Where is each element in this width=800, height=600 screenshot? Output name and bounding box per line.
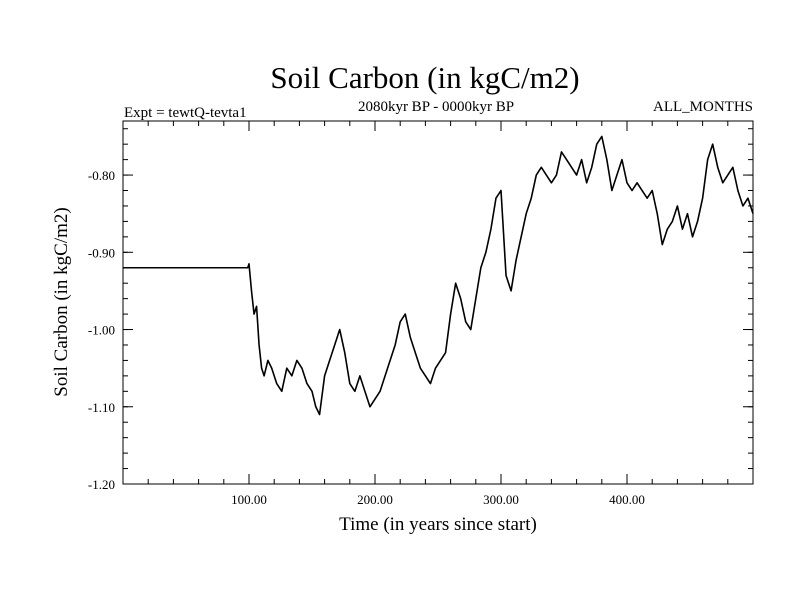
y-tick-labels: -1.20 -1.10 -1.00 -0.90 -0.80 xyxy=(88,168,115,492)
months-label: ALL_MONTHS xyxy=(653,99,753,115)
minor-ticks xyxy=(123,121,753,484)
y-tick-label: -1.10 xyxy=(88,400,115,415)
x-tick-label: 100.00 xyxy=(231,492,267,507)
y-tick-label: -1.20 xyxy=(88,477,115,492)
x-tick-label: 200.00 xyxy=(357,492,393,507)
y-tick-label: -0.80 xyxy=(88,168,115,183)
x-tick-labels: 100.00 200.00 300.00 400.00 xyxy=(231,492,645,507)
x-axis-label: Time (in years since start) xyxy=(339,514,537,535)
plot-frame xyxy=(122,120,754,485)
time-range-label: 2080kyr BP - 0000kyr BP xyxy=(358,99,514,115)
chart-title: Soil Carbon (in kgC/m2) xyxy=(270,60,579,95)
series-line-soil-carbon xyxy=(123,135,754,416)
x-tick-label: 400.00 xyxy=(609,492,645,507)
y-tick-label: -1.00 xyxy=(88,323,115,338)
y-tick-label: -0.90 xyxy=(88,245,115,260)
y-axis-label: Soil Carbon (in kgC/m2) xyxy=(51,207,72,396)
major-ticks xyxy=(123,121,753,485)
x-tick-label: 300.00 xyxy=(483,492,519,507)
experiment-label: Expt = tewtQ-tevta1 xyxy=(124,105,247,121)
